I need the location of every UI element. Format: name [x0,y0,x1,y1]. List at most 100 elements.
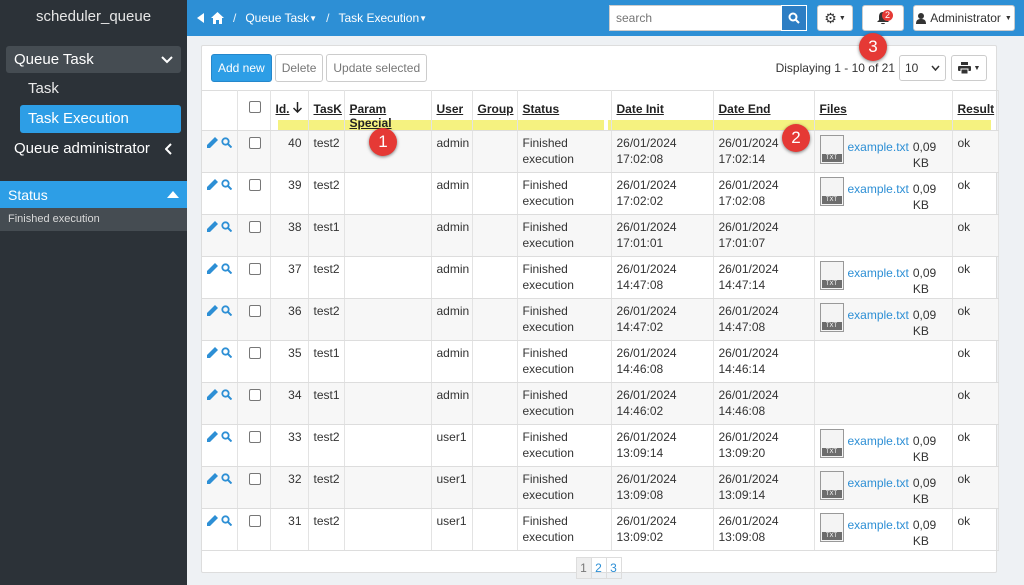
cell-date-init: 26/01/2024 13:09:02 [611,508,714,551]
status-line-2: execution [522,530,574,544]
pencil-icon[interactable] [207,347,218,358]
col-date-init[interactable]: Date Init [611,90,714,131]
magnifier-icon[interactable] [221,179,232,190]
page-2-button[interactable]: 2 [590,557,607,579]
col-param-special[interactable]: Param Special [344,90,432,131]
file-link[interactable]: example.txt [847,266,909,280]
cell-task: test2 [308,466,345,509]
row-checkbox[interactable] [248,263,261,275]
magnifier-icon[interactable] [221,137,232,148]
date-init-date: 26/01/2024 [616,262,677,276]
cell-id: 37 [270,256,309,299]
add-new-button[interactable]: Add new [211,54,272,82]
breadcrumb-queue-task[interactable]: Queue Task [245,11,310,25]
row-checkbox[interactable] [248,221,261,233]
delete-button[interactable]: Delete [274,54,324,82]
select-all-checkbox[interactable] [248,101,261,113]
col-status[interactable]: Status [517,90,612,131]
file-link[interactable]: example.txt [847,140,909,154]
magnifier-icon[interactable] [221,221,232,232]
cell-status: Finished execution [517,256,612,299]
cell-task: test2 [308,130,345,173]
home-icon[interactable] [211,12,224,24]
magnifier-icon[interactable] [221,515,232,526]
file-size: 0,09 KB [912,434,937,464]
user-icon [916,12,927,24]
cell-files: TXT example.txt 0,09 KB [814,466,953,509]
cell-status: Finished execution [517,214,612,257]
pencil-icon[interactable] [207,431,218,442]
row-checkbox[interactable] [248,137,261,149]
file-link[interactable]: example.txt [847,182,909,196]
status-line-2: execution [522,278,574,292]
row-checkbox[interactable] [248,305,261,317]
update-selected-button[interactable]: Update selected [326,54,428,82]
magnifier-icon[interactable] [221,389,232,400]
magnifier-icon[interactable] [221,347,232,358]
pencil-icon[interactable] [207,263,218,274]
col-files[interactable]: Files [814,90,953,131]
page-size-select[interactable]: 10 [899,55,946,81]
row-checkbox[interactable] [248,515,261,527]
sidebar-item-task[interactable]: Task [28,80,59,97]
col-group[interactable]: Group [472,90,518,131]
col-result[interactable]: Result [952,90,999,131]
row-checkbox[interactable] [248,179,261,191]
pencil-icon[interactable] [207,305,218,316]
sidebar-item-task-execution[interactable]: Task Execution [20,105,181,133]
cell-status: Finished execution [517,340,612,383]
row-checkbox[interactable] [248,431,261,443]
caret-left-icon[interactable] [197,13,204,23]
sidebar-section-queue-task[interactable]: Queue Task [6,46,181,73]
page-3-button[interactable]: 3 [605,557,622,579]
cell-files: TXT example.txt 0,09 KB [814,508,953,551]
cell-task: test1 [308,340,345,383]
pencil-icon[interactable] [207,179,218,190]
date-init-date: 26/01/2024 [616,346,677,360]
cell-date-end: 26/01/2024 14:46:14 [713,340,815,383]
row-select [237,382,271,425]
cell-id: 38 [270,214,309,257]
table-row: 39 test2 admin Finished execution 26/01/2024 1… [202,172,999,215]
print-button[interactable]: ▼ [951,55,987,81]
cell-id: 34 [270,382,309,425]
magnifier-icon[interactable] [221,473,232,484]
file-attachment: TXT example.txt 0,09 KB [819,471,948,507]
cell-files: TXT example.txt 0,09 KB [814,256,953,299]
col-task[interactable]: TasK [308,90,345,131]
page-1-button[interactable]: 1 [575,557,592,579]
notifications-button[interactable]: 2 [862,5,904,31]
cell-param-special [344,424,432,467]
pencil-icon[interactable] [207,137,218,148]
pencil-icon[interactable] [207,221,218,232]
date-init-date: 26/01/2024 [616,388,677,402]
file-link[interactable]: example.txt [847,434,909,448]
magnifier-icon[interactable] [221,263,232,274]
row-checkbox[interactable] [248,389,261,401]
row-checkbox[interactable] [248,347,261,359]
pencil-icon[interactable] [207,389,218,400]
row-checkbox[interactable] [248,473,261,485]
file-link[interactable]: example.txt [847,518,909,532]
status-filter-value[interactable]: Finished execution [0,208,187,231]
sidebar-section-queue-admin[interactable]: Queue administrator [6,135,181,162]
cell-date-end: 26/01/2024 13:09:20 [713,424,815,467]
status-filter-header[interactable]: Status [0,181,187,208]
file-link[interactable]: example.txt [847,476,909,490]
search-input[interactable] [609,5,781,31]
row-actions [202,424,238,467]
magnifier-icon[interactable] [221,305,232,316]
pencil-icon[interactable] [207,515,218,526]
search-button[interactable] [781,5,807,31]
pencil-icon[interactable] [207,473,218,484]
file-link[interactable]: example.txt [847,308,909,322]
user-menu-button[interactable]: Administrator ▼ [913,5,1015,31]
cell-group [472,382,518,425]
magnifier-icon[interactable] [221,431,232,442]
settings-button[interactable]: ⚙ ▼ [817,5,853,31]
date-end-time: 13:09:08 [718,530,766,544]
col-user[interactable]: User [431,90,473,131]
breadcrumb-task-execution[interactable]: Task Execution [338,11,420,25]
col-id[interactable]: Id. [270,90,309,131]
cell-task: test2 [308,172,345,215]
